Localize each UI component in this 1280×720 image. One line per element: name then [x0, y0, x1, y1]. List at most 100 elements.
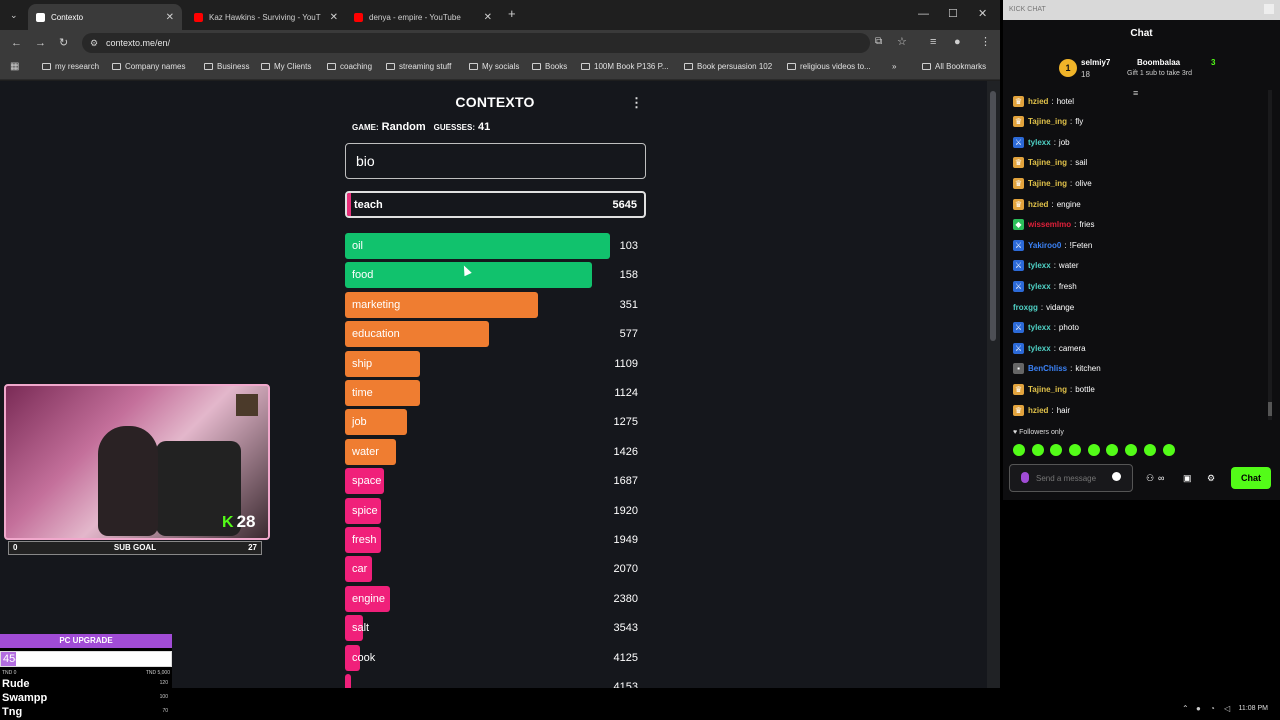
minimize-icon[interactable]: —	[918, 8, 929, 20]
chat-separator: :	[1053, 281, 1056, 291]
chat-window-close-icon[interactable]	[1264, 4, 1274, 14]
guess-proximity-bar	[345, 644, 361, 671]
guess-proximity-bar	[345, 321, 490, 348]
maximize-icon[interactable]: ☐	[948, 8, 958, 20]
gift-icon[interactable]: ▣	[1183, 473, 1192, 483]
chat-username[interactable]: tylexx	[1028, 323, 1051, 333]
chat-message: ♛ Tajine_ing: sail	[1013, 156, 1087, 170]
gray-badge-icon: ▪	[1013, 363, 1024, 375]
chat-username[interactable]: hzied	[1028, 96, 1049, 106]
chat-text: camera	[1058, 343, 1086, 353]
emote-icon[interactable]	[1050, 444, 1063, 456]
gift-sub-prompt[interactable]: Gift 1 sub to take 3rd	[1127, 70, 1192, 77]
chat-username[interactable]: Tajine_ing	[1028, 117, 1067, 127]
emote-icon[interactable]	[1143, 444, 1156, 456]
bookmark-streaming-stuff[interactable]: streaming stuff	[386, 62, 451, 71]
page-scrollbar[interactable]	[987, 81, 1000, 688]
chat-username[interactable]: Tajine_ing	[1028, 158, 1067, 168]
site-info-icon[interactable]: ⚙	[90, 38, 99, 48]
chat-scrollbar-thumb[interactable]	[1268, 402, 1272, 416]
chat-username[interactable]: tylexx	[1028, 137, 1051, 147]
guess-rank: 2380	[613, 592, 638, 605]
guess-word: cook	[352, 651, 376, 664]
tab-youtube-2[interactable]: denya - empire - YouTube ✕	[346, 4, 500, 30]
bookmark-100m-book[interactable]: 100M Book P136 P...	[581, 62, 669, 71]
taskbar-clock: 11:08 PM	[1238, 705, 1268, 712]
reload-icon[interactable]: ↻	[59, 37, 69, 49]
close-icon[interactable]: ✕	[483, 11, 492, 23]
bookmark-my-research[interactable]: my research	[42, 62, 99, 71]
chat-message: ◆ wissemlmo: fries	[1013, 218, 1095, 232]
chat-username[interactable]: tylexx	[1028, 281, 1051, 291]
more-bookmarks-icon[interactable]: »	[892, 62, 897, 71]
chat-username[interactable]: hzied	[1028, 405, 1049, 415]
bookmark-books[interactable]: Books	[532, 62, 567, 71]
pinned-toggle-icon[interactable]: ≡	[1133, 88, 1139, 98]
chat-message: ♛ hzied: hair	[1013, 403, 1070, 417]
network-icon[interactable]: ◔	[1210, 704, 1215, 713]
users-icon[interactable]: ⚇	[1146, 473, 1155, 483]
tab-youtube-1[interactable]: Kaz Hawkins - Surviving - YouT ✕	[186, 4, 346, 30]
profile-icon[interactable]: ●	[954, 36, 961, 48]
bookmark-my-socials[interactable]: My socials	[469, 62, 519, 71]
guess-row: car 2070	[345, 556, 646, 583]
chat-text: bottle	[1075, 384, 1095, 394]
bookmark-all-bookmarks[interactable]: All Bookmarks	[922, 62, 986, 71]
chat-scrollbar[interactable]	[1268, 90, 1272, 420]
bookmark-religious-videos[interactable]: religious videos to...	[787, 62, 871, 71]
chat-username[interactable]: froxgg	[1013, 302, 1038, 312]
folder-icon	[112, 63, 121, 70]
tray-app-icon[interactable]: ●	[1196, 704, 1201, 713]
new-tab-icon[interactable]: +	[508, 6, 516, 21]
chat-username[interactable]: tylexx	[1028, 343, 1051, 353]
bookmark-coaching[interactable]: coaching	[327, 62, 372, 71]
emote-icon[interactable]	[1106, 444, 1119, 456]
window-close-icon[interactable]: ✕	[978, 8, 988, 20]
emote-icon[interactable]	[1013, 444, 1025, 456]
infinity-icon[interactable]: ∞	[1158, 473, 1165, 483]
bookmarks-bar: ▦ my research Company names Business My …	[0, 56, 1000, 80]
chat-username[interactable]: wissemlmo	[1028, 220, 1072, 230]
emoji-icon[interactable]	[1112, 472, 1121, 481]
chat-username[interactable]: Tajine_ing	[1028, 384, 1067, 394]
extensions-icon[interactable]: ≡	[930, 36, 937, 48]
close-icon[interactable]: ✕	[329, 11, 338, 23]
guess-input[interactable]	[345, 143, 646, 179]
emote-icon[interactable]	[1125, 444, 1138, 456]
bookmark-company-names[interactable]: Company names	[112, 62, 185, 71]
star-icon[interactable]: ☆	[897, 36, 907, 48]
tab-contexto[interactable]: Contexto ✕	[28, 4, 182, 30]
tab-search-icon[interactable]: ⌄	[10, 10, 18, 20]
install-icon[interactable]: ⧉	[875, 36, 883, 47]
chat-username[interactable]: Tajine_ing	[1028, 178, 1067, 188]
game-menu-icon[interactable]: ⋮	[630, 95, 643, 110]
leader-user-1[interactable]: selmiy7	[1081, 58, 1111, 67]
chat-send-button[interactable]: Chat	[1231, 467, 1271, 489]
crown-badge-icon: ♛	[1013, 157, 1024, 169]
apps-icon[interactable]: ▦	[10, 61, 20, 72]
leader-user-2[interactable]: Boombalaa	[1137, 58, 1181, 67]
settings-gear-icon[interactable]: ⚙	[1207, 473, 1216, 483]
emote-icon[interactable]	[1031, 444, 1044, 456]
chat-username[interactable]: Yakiroo0	[1028, 240, 1062, 250]
emote-icon[interactable]	[1087, 444, 1100, 456]
forward-icon[interactable]: →	[35, 37, 46, 49]
bookmark-book-persuasion[interactable]: Book persuasion 102	[684, 62, 772, 71]
menu-icon[interactable]: ⋮	[980, 36, 991, 48]
back-icon[interactable]: ←	[11, 37, 22, 49]
scrollbar-thumb[interactable]	[990, 91, 996, 341]
chat-username[interactable]: hzied	[1028, 199, 1049, 209]
chat-username[interactable]: BenChliss	[1028, 364, 1068, 374]
bookmark-business[interactable]: Business	[204, 62, 249, 71]
mic-icon[interactable]	[1021, 472, 1029, 483]
chat-username[interactable]: tylexx	[1028, 261, 1051, 271]
bookmark-my-clients[interactable]: My Clients	[261, 62, 311, 71]
guess-rank: 2070	[613, 563, 638, 576]
emote-icon[interactable]	[1162, 444, 1175, 456]
close-icon[interactable]: ✕	[165, 11, 174, 23]
emote-icon[interactable]	[1069, 444, 1082, 456]
volume-icon[interactable]: ◁	[1224, 704, 1231, 713]
url-field[interactable]: contexto.me/en/	[82, 33, 870, 53]
tray-chevron-icon[interactable]: ⌃	[1182, 704, 1189, 713]
chat-message: ⚔ tylexx: water	[1013, 259, 1078, 273]
